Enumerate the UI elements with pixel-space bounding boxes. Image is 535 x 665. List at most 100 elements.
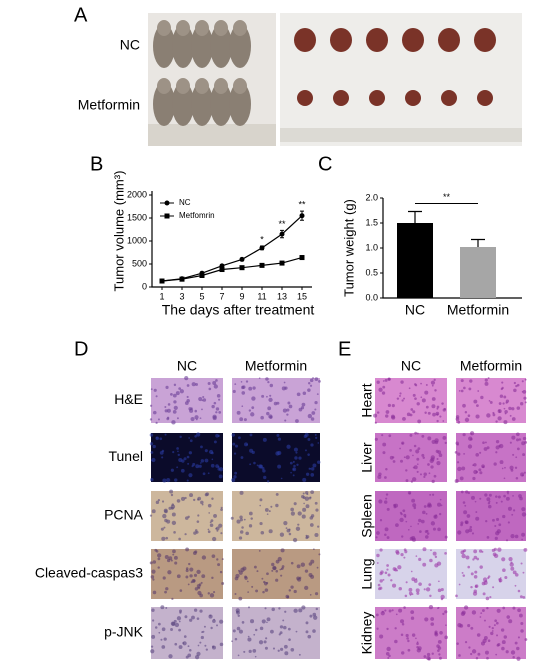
texture <box>495 653 498 656</box>
tissue-image <box>232 378 320 423</box>
texture <box>198 464 202 468</box>
texture <box>507 506 512 511</box>
texture <box>215 379 218 382</box>
texture <box>464 504 467 507</box>
y-axis-label: Tumor volume (mm³) <box>111 171 126 292</box>
texture <box>266 480 270 483</box>
texture <box>459 624 464 628</box>
texture <box>172 451 175 454</box>
texture <box>307 453 310 456</box>
texture <box>494 536 498 541</box>
texture <box>245 380 249 383</box>
texture <box>271 607 275 612</box>
texture <box>436 458 439 461</box>
texture <box>437 639 442 644</box>
texture <box>178 620 181 623</box>
texture <box>461 466 466 471</box>
texture <box>460 490 464 494</box>
texture <box>457 530 462 535</box>
tissue-image <box>151 607 223 659</box>
texture <box>191 615 195 620</box>
texture <box>167 570 172 575</box>
texture <box>443 407 447 411</box>
texture <box>431 404 436 409</box>
texture <box>309 378 314 383</box>
texture <box>149 442 154 446</box>
texture <box>234 471 238 475</box>
texture <box>502 568 506 573</box>
texture <box>499 577 502 579</box>
y-tick-label: 1.5 <box>365 217 378 227</box>
texture <box>250 517 253 520</box>
texture <box>523 547 528 552</box>
texture <box>416 457 420 461</box>
texture <box>491 630 494 632</box>
tissue-image <box>456 491 526 541</box>
texture <box>200 581 203 584</box>
texture <box>495 439 500 444</box>
texture <box>179 589 183 592</box>
texture <box>162 478 167 483</box>
texture <box>426 652 431 657</box>
texture <box>502 402 505 405</box>
texture <box>388 434 392 438</box>
texture <box>394 627 397 630</box>
texture <box>150 645 154 648</box>
texture <box>406 637 409 640</box>
texture <box>180 468 185 473</box>
texture <box>501 381 504 384</box>
texture <box>476 633 481 637</box>
texture <box>486 656 489 660</box>
texture <box>239 417 244 422</box>
texture <box>523 396 527 400</box>
texture <box>190 416 195 422</box>
texture <box>444 552 447 555</box>
texture <box>198 396 203 402</box>
texture <box>194 587 199 591</box>
texture <box>240 456 244 459</box>
texture <box>161 456 164 459</box>
texture <box>399 459 404 463</box>
texture <box>423 505 427 508</box>
texture <box>458 583 461 586</box>
texture <box>247 580 249 583</box>
texture <box>410 616 415 620</box>
texture <box>266 581 269 585</box>
texture <box>422 510 426 515</box>
texture <box>155 500 160 504</box>
texture <box>386 536 390 539</box>
texture <box>503 395 507 399</box>
texture <box>167 416 170 419</box>
texture <box>208 512 211 514</box>
texture <box>275 503 279 508</box>
texture <box>286 408 290 412</box>
texture <box>403 606 406 609</box>
texture <box>194 409 198 413</box>
texture <box>288 589 292 592</box>
texture <box>170 559 173 562</box>
column-label: NC <box>177 358 197 374</box>
y-tick-label: 0.5 <box>365 267 378 277</box>
texture <box>150 388 153 391</box>
texture <box>266 411 270 416</box>
texture <box>166 477 171 483</box>
tumor <box>405 90 421 106</box>
texture <box>405 581 408 584</box>
texture <box>467 565 470 569</box>
x-tick-label: 5 <box>199 291 204 301</box>
texture <box>186 479 189 482</box>
texture <box>512 606 516 610</box>
texture <box>309 516 314 520</box>
texture <box>172 393 177 398</box>
texture <box>418 582 422 586</box>
texture <box>200 459 205 463</box>
texture <box>394 568 398 572</box>
texture <box>163 526 166 529</box>
texture <box>483 447 488 451</box>
series-line <box>161 215 303 282</box>
texture <box>491 626 494 630</box>
texture <box>484 650 489 655</box>
texture <box>151 569 156 574</box>
texture <box>309 467 312 470</box>
texture <box>297 523 300 526</box>
